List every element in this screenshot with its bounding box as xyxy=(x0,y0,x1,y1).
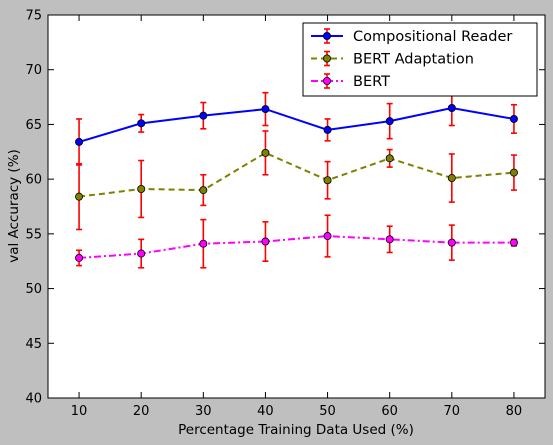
data-point xyxy=(447,238,456,247)
data-point xyxy=(137,119,146,128)
data-point xyxy=(323,125,332,134)
series-line xyxy=(78,151,515,198)
data-point xyxy=(323,176,332,185)
y-tick-label: 75 xyxy=(25,9,42,24)
x-tick-label: 10 xyxy=(71,404,88,419)
x-tick-label: 80 xyxy=(506,404,523,419)
data-point xyxy=(261,237,270,246)
series-layer xyxy=(75,89,518,269)
y-tick-label: 50 xyxy=(25,282,42,297)
data-point xyxy=(75,253,84,262)
x-tick-label: 50 xyxy=(319,404,336,419)
plot-frame xyxy=(47,14,546,399)
data-point xyxy=(75,192,84,201)
y-axis-label: val Accuracy (%) xyxy=(6,149,22,263)
data-point xyxy=(137,184,146,193)
x-tick-label: 70 xyxy=(444,404,461,419)
data-point xyxy=(199,111,208,120)
x-tick-label: 40 xyxy=(257,404,274,419)
y-tick-label: 60 xyxy=(25,173,42,188)
legend-label: BERT Adaptation xyxy=(353,52,474,68)
x-tick-label: 30 xyxy=(195,404,212,419)
ticks-layer: 10 20 30 40 50 60 70 80 40 45 50 55 60 65 70 75 xyxy=(25,9,545,419)
data-point xyxy=(261,105,270,114)
legend-entry: Compositional Reader xyxy=(311,28,512,45)
data-point xyxy=(509,238,518,247)
x-tick-label: 60 xyxy=(381,404,398,419)
series-line xyxy=(78,235,514,259)
x-axis-label: Percentage Training Data Used (%) xyxy=(178,422,414,438)
data-point xyxy=(323,232,332,241)
series-bert xyxy=(75,214,518,269)
data-point xyxy=(509,114,518,123)
y-tick-label: 65 xyxy=(25,118,42,133)
data-point xyxy=(385,154,394,163)
x-tick-label: 20 xyxy=(133,404,150,419)
data-point xyxy=(137,249,146,258)
legend-marker xyxy=(322,77,331,86)
legend-label: BERT xyxy=(353,74,390,90)
series-line xyxy=(78,106,515,143)
legend-entry: BERT xyxy=(311,73,390,90)
data-point xyxy=(261,148,270,157)
y-tick-label: 40 xyxy=(25,392,42,407)
data-point xyxy=(199,239,208,248)
series-bert-adaptation xyxy=(75,130,518,231)
data-point xyxy=(385,235,394,244)
legend-entry: BERT Adaptation xyxy=(311,50,474,68)
legend: Compositional Reader BERT Adaptation BERT xyxy=(302,22,538,97)
data-point xyxy=(447,174,456,183)
y-tick-label: 70 xyxy=(25,63,42,78)
y-tick-label: 55 xyxy=(25,227,42,242)
data-point xyxy=(75,137,84,146)
data-point xyxy=(447,104,456,113)
data-point xyxy=(385,117,394,126)
data-point xyxy=(199,186,208,195)
legend-marker xyxy=(322,32,331,41)
y-tick-label: 45 xyxy=(25,337,42,352)
data-point xyxy=(509,168,518,177)
legend-label: Compositional Reader xyxy=(353,29,512,45)
legend-marker xyxy=(322,54,331,63)
